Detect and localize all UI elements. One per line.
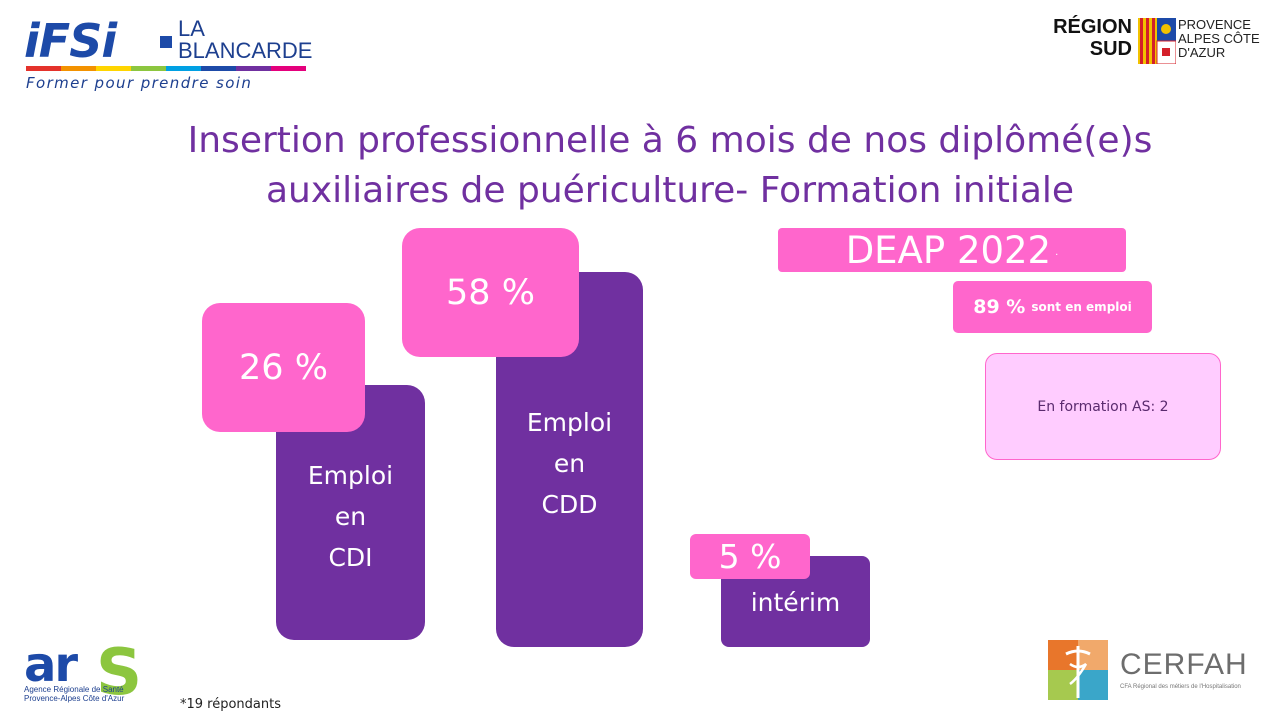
bar-label-line: intérim — [750, 588, 841, 617]
ars-logo-sub: Agence Régionale de Santé Provence-Alpes… — [24, 685, 125, 703]
emploi-text: sont en emploi — [1031, 300, 1132, 314]
ifsi-logo-tagline: Former pour prendre soin — [26, 74, 253, 92]
pct-label-interim: 5 % — [690, 534, 810, 579]
pct-label-cdd: 58 % — [402, 228, 579, 357]
emploi-value: 89 % — [973, 296, 1026, 318]
cerfah-square — [1078, 670, 1108, 700]
cerfah-logo-sub: CFA Régional des métiers de l'Hospitalis… — [1120, 684, 1241, 690]
cerfah-logo-word: CERFAH — [1120, 648, 1248, 681]
emploi-summary-box: 89 % sont en emploi — [953, 281, 1152, 333]
cerfah-square — [1048, 670, 1078, 700]
ars-logo-s: S — [96, 636, 143, 710]
bar-label-line: CDI — [328, 543, 373, 572]
bar-label-line: en — [553, 449, 586, 478]
formation-box: En formation AS: 2 — [985, 353, 1221, 460]
deap-dot: · — [1055, 249, 1059, 261]
formation-text: En formation AS: 2 — [1037, 398, 1169, 415]
pct-label-cdi: 26 % — [202, 303, 365, 432]
deap-title: DEAP 2022 — [845, 228, 1052, 272]
bar-label-line: Emploi — [526, 408, 613, 437]
region-logo-sub: PROVENCE ALPES CÔTE D'AZUR — [1178, 17, 1260, 60]
cerfah-logo: CERFAH CFA Régional des métiers de l'Hos… — [1048, 640, 1264, 706]
bar-label-line: en — [334, 502, 367, 531]
region-flag-icon — [1138, 18, 1176, 64]
region-sud-logo: RÉGION SUD PROVENCE ALPES CÔTE D'AZUR — [1040, 16, 1270, 68]
ars-logo-word: ar — [24, 637, 78, 693]
bar-label-line: CDD — [541, 490, 598, 519]
ifsi-logo: iFSi LA BLANCARDE Former pour prendre so… — [24, 14, 314, 96]
page-title: Insertion professionnelle à 6 mois de no… — [187, 120, 1153, 211]
ifsi-logo-stripe — [26, 66, 306, 71]
ifsi-logo-name: LA BLANCARDE — [178, 16, 313, 63]
ifsi-logo-square — [160, 36, 172, 48]
region-logo-word: RÉGION SUD — [1053, 16, 1132, 60]
deap-title-box: DEAP 2022 · — [778, 228, 1126, 272]
ifsi-logo-mark: iFSi — [24, 14, 117, 68]
bar-label-line: Emploi — [307, 461, 394, 490]
caduceus-icon — [1065, 646, 1091, 698]
footnote: *19 répondants — [180, 697, 282, 712]
ars-logo: ar S Agence Régionale de Santé Provence-… — [24, 639, 144, 715]
